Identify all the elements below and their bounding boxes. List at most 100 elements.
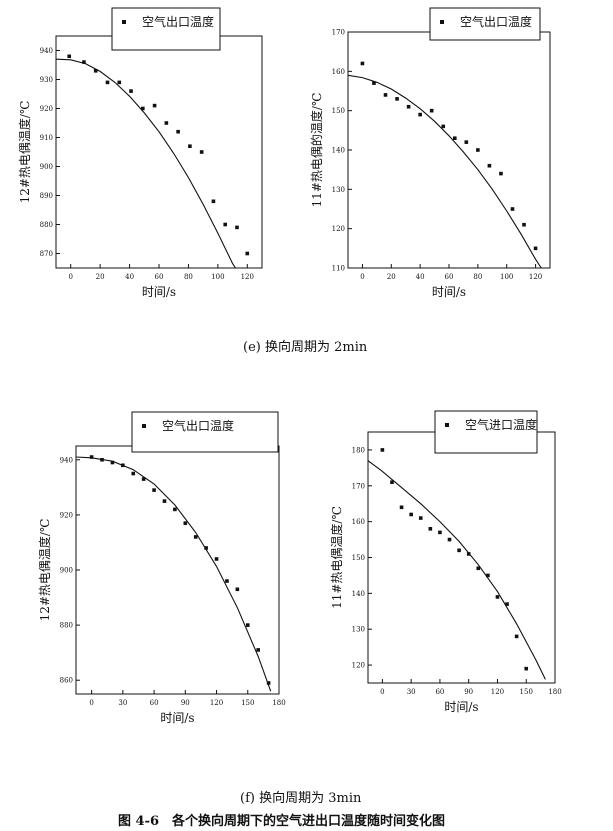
data-point bbox=[499, 171, 503, 176]
x-tick-label: 90 bbox=[464, 688, 473, 696]
data-point bbox=[235, 225, 239, 230]
y-tick-label: 120 bbox=[332, 225, 345, 233]
data-point bbox=[428, 527, 433, 531]
data-point bbox=[164, 121, 169, 125]
legend-label: 空气出口温度 bbox=[460, 14, 532, 29]
legend-marker bbox=[142, 424, 146, 428]
data-point bbox=[225, 579, 229, 583]
data-point bbox=[390, 480, 394, 484]
data-point bbox=[129, 89, 133, 93]
chart-e-12-thermocouple: 0 20 40 60 80 100 120 870 880 890 900 910 920 930 940 时… bbox=[17, 7, 263, 299]
x-tick-label: 80 bbox=[184, 273, 193, 281]
data-point bbox=[105, 80, 110, 85]
data-point bbox=[193, 535, 198, 539]
fit-curve bbox=[75, 456, 272, 692]
data-point bbox=[183, 521, 188, 525]
x-tick-label: 100 bbox=[211, 273, 224, 281]
data-point bbox=[131, 471, 136, 476]
data-point bbox=[173, 507, 177, 512]
data-point bbox=[395, 97, 399, 101]
legend-box bbox=[131, 411, 279, 453]
x-tick-label: 60 bbox=[445, 273, 454, 281]
data-point bbox=[495, 595, 500, 599]
chart-f-11-thermocouple: 0 30 60 90 120 150 180 120 130 140 150 160 170 180 时间/… bbox=[329, 410, 562, 714]
plot-frame bbox=[367, 431, 556, 684]
fit-curve bbox=[55, 58, 236, 269]
legend-marker bbox=[440, 20, 444, 24]
fit-curve bbox=[367, 460, 546, 680]
data-point bbox=[152, 488, 156, 492]
legend-marker bbox=[122, 20, 126, 24]
data-point bbox=[89, 455, 94, 459]
x-tick-label: 0 bbox=[89, 699, 93, 707]
x-tick-label: 120 bbox=[210, 699, 223, 707]
legend-marker bbox=[445, 423, 449, 427]
data-point bbox=[121, 463, 125, 468]
data-point bbox=[117, 80, 122, 85]
data-point bbox=[418, 112, 422, 117]
x-tick-label: 30 bbox=[118, 699, 127, 707]
data-point bbox=[476, 566, 481, 571]
y-tick-label: 130 bbox=[332, 186, 345, 194]
data-point bbox=[514, 634, 519, 639]
x-tick-label: 0 bbox=[360, 273, 364, 281]
x-tick-label: 60 bbox=[150, 699, 159, 707]
data-point bbox=[245, 251, 250, 256]
legend-label: 空气出口温度 bbox=[162, 418, 234, 433]
data-point bbox=[466, 552, 471, 556]
y-tick-label: 870 bbox=[40, 250, 53, 258]
y-tick-label: 880 bbox=[40, 221, 53, 229]
x-tick-label: 180 bbox=[548, 688, 561, 696]
data-point bbox=[406, 104, 411, 109]
y-axis-label: 11#热电偶温度/℃ bbox=[329, 506, 344, 609]
data-point bbox=[399, 505, 404, 510]
x-tick-label: 120 bbox=[241, 273, 254, 281]
x-tick-label: 80 bbox=[473, 273, 482, 281]
plot-frame bbox=[55, 35, 263, 269]
data-point bbox=[256, 648, 260, 652]
x-tick-label: 100 bbox=[500, 273, 513, 281]
y-tick-label: 150 bbox=[352, 554, 365, 562]
data-point bbox=[93, 69, 98, 73]
data-point bbox=[447, 537, 452, 542]
data-point bbox=[100, 457, 104, 462]
y-axis-label: 11#热电偶的温度/℃ bbox=[309, 93, 324, 208]
data-point bbox=[188, 144, 192, 148]
data-point bbox=[235, 587, 240, 592]
data-point bbox=[245, 623, 250, 627]
x-tick-label: 180 bbox=[272, 699, 285, 707]
chart-e-11-thermocouple: 0 20 40 60 80 100 120 110 120 130 140 150 160 170 时间/s… bbox=[309, 7, 551, 299]
x-axis-label: 时间/s bbox=[432, 285, 466, 299]
data-point bbox=[204, 546, 208, 550]
x-tick-label: 20 bbox=[387, 273, 396, 281]
data-point bbox=[380, 448, 385, 452]
x-axis-label: 时间/s bbox=[142, 285, 176, 299]
x-tick-label: 20 bbox=[96, 273, 105, 281]
y-tick-label: 920 bbox=[40, 105, 53, 113]
data-point bbox=[360, 61, 365, 66]
y-tick-label: 940 bbox=[60, 456, 73, 464]
figure-title: 图 4-6 各个换向周期下的空气进出口温度随时间变化图 bbox=[118, 814, 446, 829]
y-tick-label: 110 bbox=[332, 265, 345, 273]
y-tick-label: 170 bbox=[352, 482, 365, 490]
data-point bbox=[141, 106, 145, 111]
x-tick-label: 40 bbox=[416, 273, 425, 281]
data-point bbox=[383, 93, 388, 97]
y-tick-label: 910 bbox=[40, 134, 53, 142]
y-tick-label: 940 bbox=[40, 47, 53, 55]
legend-box bbox=[434, 410, 538, 454]
data-point bbox=[110, 460, 115, 465]
data-point bbox=[438, 530, 442, 535]
legend-label: 空气出口温度 bbox=[142, 14, 214, 29]
y-tick-label: 130 bbox=[352, 626, 365, 634]
x-axis-label: 时间/s bbox=[444, 700, 478, 714]
y-tick-label: 140 bbox=[352, 590, 365, 598]
y-tick-label: 160 bbox=[352, 518, 365, 526]
x-tick-label: 150 bbox=[520, 688, 533, 696]
data-point bbox=[476, 148, 480, 152]
x-tick-label: 60 bbox=[155, 273, 164, 281]
x-axis-label: 时间/s bbox=[160, 711, 194, 725]
y-tick-label: 140 bbox=[332, 147, 345, 155]
caption-e: (e) 换向周期为 2min bbox=[243, 340, 368, 355]
